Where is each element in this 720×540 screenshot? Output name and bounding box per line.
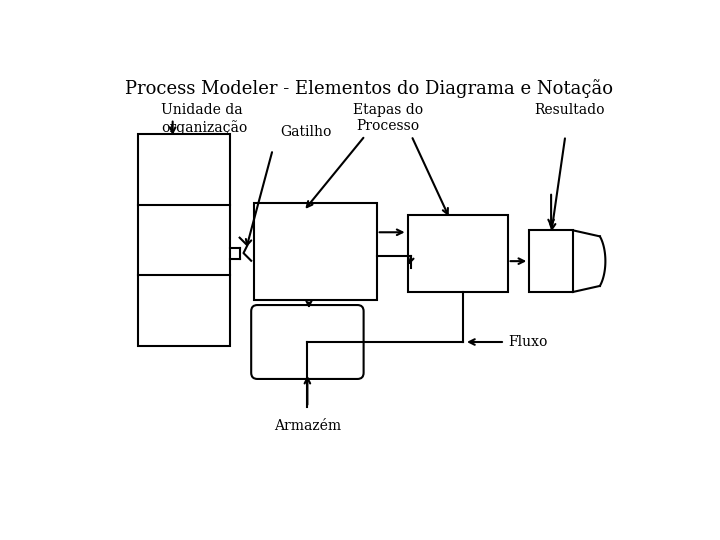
Bar (408, 215, 508, 292)
Text: Gatilho: Gatilho (281, 125, 332, 139)
Bar (253, 204, 377, 300)
Text: Process Modeler - Elementos do Diagrama e Notação: Process Modeler - Elementos do Diagrama … (125, 79, 613, 98)
Bar (529, 231, 573, 292)
FancyBboxPatch shape (251, 305, 364, 379)
Text: Fluxo: Fluxo (509, 335, 548, 349)
Text: Resultado: Resultado (534, 103, 605, 117)
Text: Armazém: Armazém (274, 419, 341, 433)
Text: Unidade da
organização: Unidade da organização (161, 103, 248, 134)
Text: Etapas do
Processo: Etapas do Processo (354, 103, 423, 133)
Bar (138, 134, 230, 346)
